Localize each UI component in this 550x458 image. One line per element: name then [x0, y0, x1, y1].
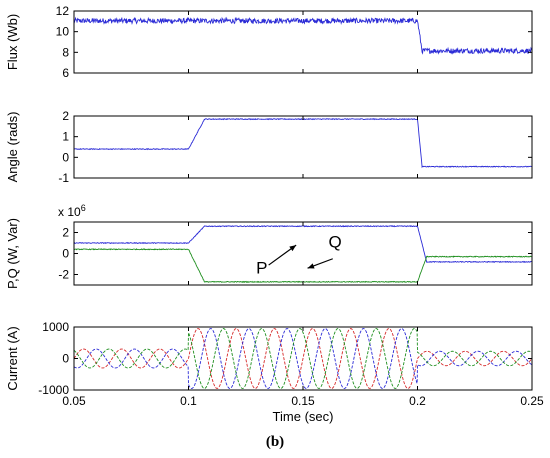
series-group — [74, 224, 532, 284]
y-tick-label: 1 — [62, 130, 69, 144]
y-tick-label: 2 — [62, 226, 69, 240]
y-tick-label: 12 — [56, 4, 70, 18]
x-tick-label: 0.2 — [409, 394, 426, 408]
x-tick-label: 0.1 — [180, 394, 197, 408]
y-tick-label: 0 — [62, 150, 69, 164]
panel-1: 6 8 10 12 Flux (Wb) — [5, 4, 533, 80]
series-line-P — [74, 248, 532, 284]
current-phase-1 — [74, 328, 532, 389]
series-group — [74, 328, 532, 389]
y-tick-label: 10 — [56, 25, 70, 39]
y-axis-label: Flux (Wb) — [5, 14, 20, 70]
panel-2: -1 0 1 2 Angle (rads) — [5, 109, 533, 185]
axes-frame — [73, 221, 533, 286]
y-tick-label: -1 — [58, 171, 69, 185]
y-tick-label: -1000 — [38, 383, 69, 397]
panel-3: -2 0 2 P,Q (W, Var) x 106 P Q — [5, 203, 533, 289]
current-phase-3 — [74, 328, 532, 389]
series-group — [74, 117, 532, 169]
y-tick-label: 0 — [62, 247, 69, 261]
series-line-2-1 — [74, 117, 532, 169]
y-tick-label: 6 — [62, 66, 69, 80]
x-tick-label: 0.25 — [520, 394, 544, 408]
x-tick-label: 0.05 — [62, 394, 86, 408]
multiplier-base: x 10 — [58, 205, 81, 219]
multiplier-exponent: 6 — [81, 203, 86, 213]
y-tick-label: -2 — [58, 268, 69, 282]
figure-caption: (b) — [265, 434, 285, 450]
y-tick-label: 1000 — [42, 320, 69, 334]
x-axis-label: Time (sec) — [273, 409, 334, 424]
annotation-arrowhead-P — [289, 245, 297, 252]
annotation-label-Q: Q — [328, 233, 341, 252]
y-tick-label: 2 — [62, 109, 69, 123]
series-line-1-1 — [74, 16, 532, 55]
y-tick-label: 8 — [62, 45, 69, 59]
y-axis-label: Current (A) — [5, 326, 20, 390]
panel-4: -1000 0 1000 0.05 0.1 0.15 0.2 0.25 Current (A) T… — [5, 320, 544, 424]
x-tick-label: 0.15 — [291, 394, 315, 408]
series-group — [74, 16, 532, 55]
annotation-label-P: P — [256, 258, 267, 277]
y-axis-label: Angle (rads) — [5, 112, 20, 183]
y-multiplier: x 106 — [58, 203, 86, 219]
current-phase-2 — [74, 328, 532, 389]
axes-frame — [73, 115, 533, 179]
annotation-arrowhead-Q — [307, 263, 315, 269]
y-tick-label: 0 — [62, 352, 69, 366]
y-axis-label: P,Q (W, Var) — [5, 218, 20, 289]
